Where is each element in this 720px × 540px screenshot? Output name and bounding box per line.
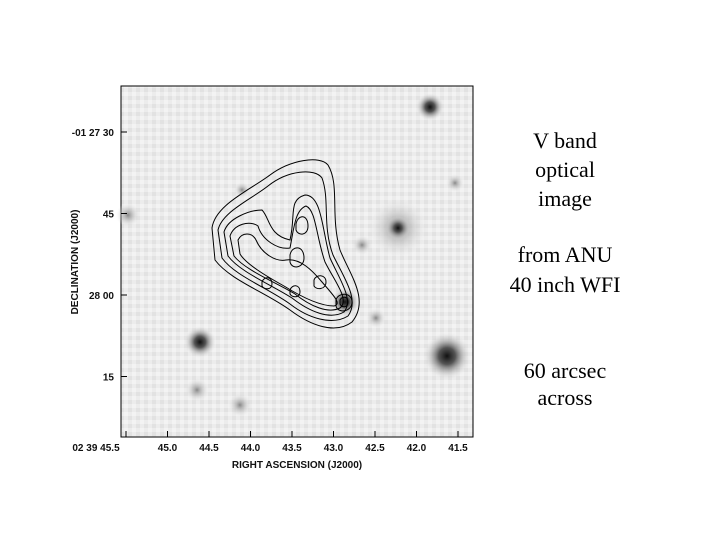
- y-tick-label: -01 27 30: [72, 128, 115, 139]
- x-axis-label: RIGHT ASCENSION (J2000): [232, 460, 362, 471]
- y-tick-label: 45: [103, 210, 115, 221]
- sky-image: [116, 85, 474, 438]
- caption-line: across: [538, 385, 593, 410]
- y-tick-label: 15: [103, 373, 115, 384]
- caption: V band optical image from ANU 40 inch WF…: [510, 128, 621, 410]
- contours: [211, 159, 360, 329]
- caption-line: V band: [533, 128, 597, 153]
- caption-line: optical: [535, 157, 595, 182]
- x-tick-label: 43.0: [324, 443, 344, 454]
- caption-line: image: [538, 186, 592, 211]
- caption-line: 60 arcsec: [524, 358, 607, 383]
- x-tick-label: 45.0: [158, 443, 178, 454]
- y-axis-label: DECLINATION (J2000): [70, 210, 81, 315]
- x-tick-label: 02 39 45.5: [72, 443, 120, 454]
- x-tick-label: 43.5: [282, 443, 302, 454]
- x-tick-label: 44.0: [241, 443, 261, 454]
- caption-line: 40 inch WFI: [510, 272, 621, 297]
- y-tick-label: 28 00: [89, 291, 114, 302]
- x-tick-label: 42.5: [365, 443, 385, 454]
- caption-line: from ANU: [518, 242, 613, 267]
- x-tick-label: 41.5: [448, 443, 468, 454]
- x-tick-label: 44.5: [199, 443, 219, 454]
- axes: RIGHT ASCENSION (J2000) DECLINATION (J20…: [70, 128, 468, 471]
- x-tick-label: 42.0: [407, 443, 427, 454]
